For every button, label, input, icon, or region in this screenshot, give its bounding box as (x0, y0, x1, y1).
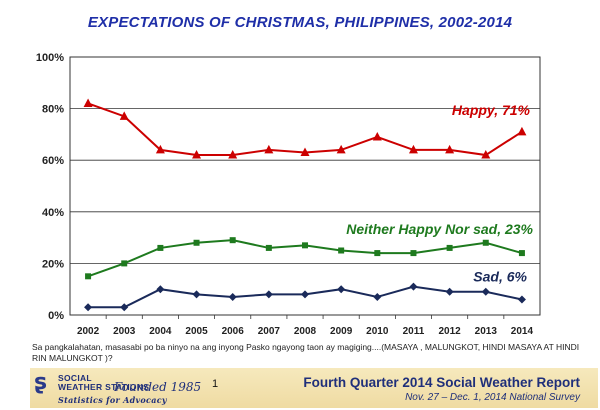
data-point (193, 239, 200, 246)
data-point (229, 237, 236, 244)
data-point (265, 244, 272, 251)
x-tick-label: 2013 (475, 326, 498, 337)
series-label: Neither Happy Nor sad, 23% (346, 221, 533, 237)
x-tick-label: 2005 (185, 326, 208, 337)
x-tick-label: 2014 (511, 326, 534, 337)
data-point (481, 150, 491, 159)
data-point (446, 244, 453, 251)
data-point (84, 303, 93, 312)
data-point (408, 144, 418, 154)
data-point (83, 98, 93, 107)
x-tick-label: 2002 (77, 326, 100, 337)
founded-text: Founded 1985 (114, 380, 202, 394)
data-point (156, 285, 165, 294)
report-title: Fourth Quarter 2014 Social Weather Repor… (303, 375, 580, 390)
data-point (481, 287, 490, 296)
y-tick-label: 80% (42, 104, 64, 116)
data-point (336, 144, 346, 154)
y-tick-label: 0% (48, 310, 64, 322)
x-tick-label: 2009 (330, 326, 353, 337)
data-point (85, 273, 92, 280)
data-point (338, 247, 345, 254)
data-point (121, 260, 128, 267)
org-name-line2: WEATHER STATIONS (58, 382, 150, 392)
x-tick-label: 2004 (149, 326, 172, 337)
data-point (120, 303, 129, 312)
data-point (300, 147, 310, 156)
data-point (517, 295, 526, 304)
x-tick-label: 2011 (403, 326, 425, 337)
x-tick-label: 2010 (366, 326, 389, 337)
data-point (445, 287, 454, 296)
data-point (264, 144, 274, 154)
y-tick-label: 60% (42, 155, 64, 167)
data-point (373, 292, 382, 301)
data-point (264, 290, 273, 299)
y-tick-label: 100% (36, 52, 64, 64)
data-point (518, 250, 525, 257)
page-number: 1 (212, 378, 219, 390)
plot-area (69, 56, 541, 316)
data-point (192, 290, 201, 299)
data-point (302, 242, 308, 249)
data-point (372, 131, 382, 141)
x-tick-label: 2006 (222, 326, 245, 337)
data-point (517, 126, 527, 136)
report-subtitle: Nov. 27 – Dec. 1, 2014 National Survey (405, 392, 580, 403)
x-tick-label: 2008 (294, 326, 317, 337)
y-tick-label: 40% (42, 207, 64, 219)
y-tick-label: 20% (42, 258, 64, 270)
chart-title: EXPECTATIONS OF CHRISTMAS, PHILIPPINES, … (87, 14, 513, 31)
series-label: Happy, 71% (452, 102, 531, 118)
line-chart: 0% 20% 40% 60% 80% 100% 2002 2003 2004 2005 2006 20… (36, 52, 541, 337)
data-point (410, 250, 417, 257)
data-point (374, 250, 381, 257)
sws-logo-icon: ʂ (34, 370, 48, 395)
data-point (482, 239, 489, 246)
data-point (157, 244, 164, 251)
data-point (445, 144, 455, 154)
x-tick-label: 2003 (113, 326, 136, 337)
series-label: Sad, 6% (473, 269, 527, 285)
report-footer: ʂ SOCIAL WEATHER STATIONS Founded 1985 S… (30, 368, 598, 408)
data-point (155, 144, 165, 154)
data-point (119, 111, 129, 120)
x-tick-label: 2012 (438, 326, 461, 337)
x-tick-label: 2007 (258, 326, 281, 337)
data-point (337, 285, 346, 294)
org-name-line1: SOCIAL (58, 373, 92, 383)
data-point (228, 292, 237, 301)
data-point (192, 150, 202, 159)
data-point (228, 150, 238, 159)
data-point (301, 290, 309, 299)
data-point (409, 282, 418, 291)
tagline: Statistics for Advocacy (58, 395, 167, 405)
survey-question: Sa pangkalahatan, masasabi po ba ninyo n… (32, 342, 580, 363)
